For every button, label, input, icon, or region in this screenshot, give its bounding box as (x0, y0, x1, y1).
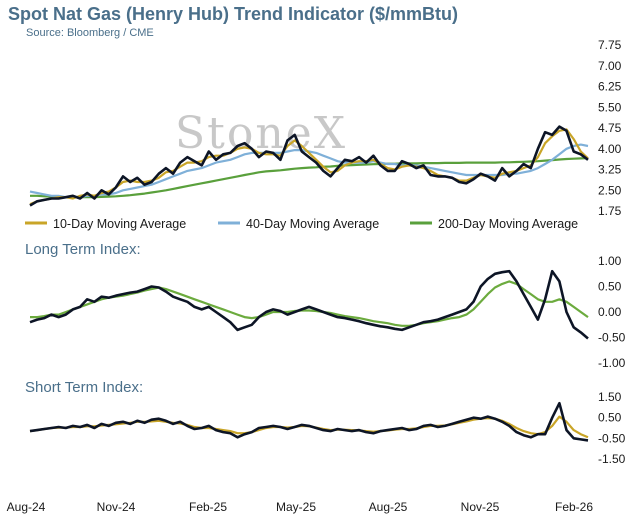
x-tick-label: May-25 (276, 500, 316, 514)
panel-title: Long Term Index: (25, 241, 141, 258)
long-index-line (29, 269, 589, 340)
y-tick-label: -0.50 (598, 431, 626, 445)
y-tick-label: 0.50 (598, 411, 622, 425)
y-tick-label: 6.25 (598, 80, 622, 94)
x-tick-label: Feb-25 (189, 500, 227, 514)
price-series-line (29, 125, 589, 207)
long-term-index-panel: Long Term Index: 1.00 0.50 0.00 -0.50 -1.00 (25, 241, 626, 370)
x-tick-label: Nov-24 (97, 500, 136, 514)
source-note: Source: Bloomberg / CME (26, 27, 154, 39)
x-tick-label: Aug-25 (369, 500, 408, 514)
legend-label: 40-Day Moving Average (246, 217, 379, 231)
y-tick-label: -1.50 (598, 452, 626, 466)
x-tick-label: Aug-24 (7, 500, 46, 514)
y-tick-label: 3.25 (598, 163, 622, 177)
x-tick-label: Nov-25 (461, 500, 500, 514)
y-tick-label: 4.00 (598, 142, 622, 156)
y-tick-label: -0.50 (598, 331, 626, 345)
long-index-average-line (30, 280, 589, 327)
short-index-line (29, 401, 589, 442)
legend-label: 200-Day Moving Average (438, 217, 578, 231)
x-axis: Aug-24 Nov-24 Feb-25 May-25 Aug-25 Nov-25 Feb-… (7, 500, 594, 514)
watermark: StoneX (175, 108, 347, 159)
y-tick-label: 5.50 (598, 100, 622, 114)
y-tick-label: 7.75 (598, 38, 622, 52)
y-tick-label: 1.75 (598, 204, 622, 218)
y-tick-label: -1.00 (598, 356, 626, 370)
y-tick-label: 0.50 (598, 280, 622, 294)
ma10-series-line (29, 128, 589, 206)
y-tick-label: 0.00 (598, 305, 622, 319)
short-term-index-panel: Short Term Index: 1.50 0.50 -0.50 -1.50 (25, 379, 626, 466)
legend-label: 10-Day Moving Average (53, 217, 186, 231)
price-legend: 10-Day Moving Average 40-Day Moving Avera… (25, 217, 578, 231)
x-tick-label: Feb-26 (555, 500, 593, 514)
y-tick-label: 1.50 (598, 390, 622, 404)
y-tick-label: 1.00 (598, 254, 622, 268)
ma200-series-line (30, 157, 589, 199)
y-tick-label: 7.00 (598, 59, 622, 73)
page-title: Spot Nat Gas (Henry Hub) Trend Indicator… (8, 4, 459, 24)
y-tick-label: 4.75 (598, 121, 622, 135)
y-tick-label: 2.50 (598, 183, 622, 197)
price-panel: 7.75 7.00 6.25 5.50 4.75 4.00 3.25 2.50 1.75 (29, 38, 622, 218)
panel-title: Short Term Index: (25, 379, 143, 396)
